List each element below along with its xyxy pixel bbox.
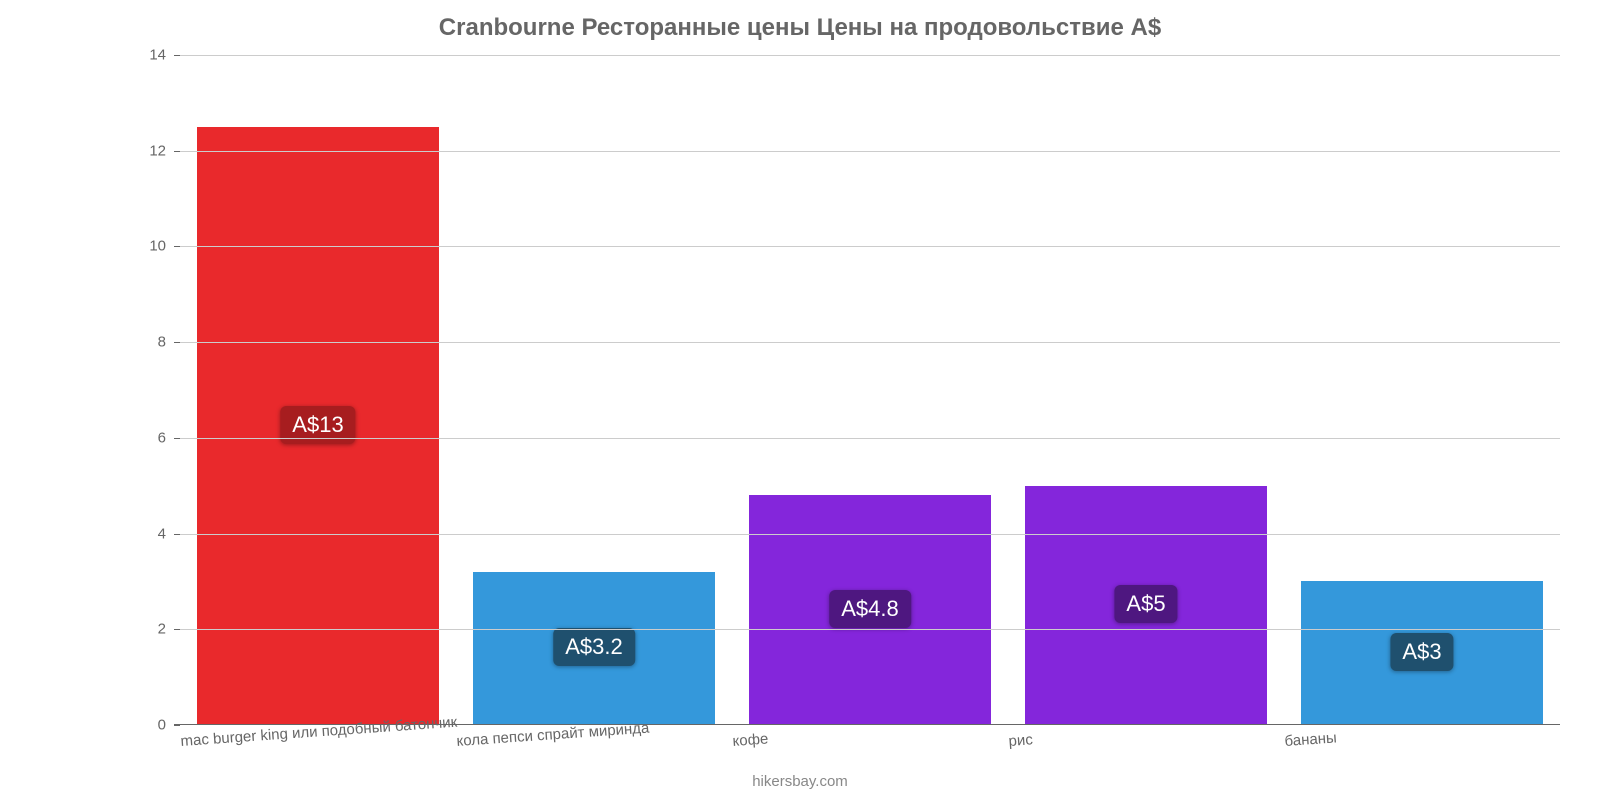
x-axis-label: кофе	[732, 731, 769, 750]
gridline	[180, 55, 1560, 56]
bar: A$13	[197, 127, 440, 725]
gridline	[180, 151, 1560, 152]
gridline	[180, 342, 1560, 343]
value-label: A$5	[1114, 585, 1177, 623]
y-tick-label: 4	[158, 525, 180, 542]
gridline	[180, 438, 1560, 439]
y-tick-label: 2	[158, 621, 180, 638]
bar-slot: A$13	[180, 55, 456, 725]
bar-chart: Cranbourne Ресторанные цены Цены на прод…	[0, 0, 1600, 800]
bar: A$5	[1025, 486, 1268, 725]
bar: A$4.8	[749, 495, 992, 725]
gridline	[180, 629, 1560, 630]
attribution-text: hikersbay.com	[0, 773, 1600, 790]
bar-slot: A$4.8	[732, 55, 1008, 725]
value-label: A$3	[1390, 633, 1453, 671]
value-label: A$3.2	[553, 628, 635, 666]
y-tick-label: 14	[149, 47, 180, 64]
bar-slot: A$3	[1284, 55, 1560, 725]
chart-title: Cranbourne Ресторанные цены Цены на прод…	[0, 14, 1600, 42]
y-tick-label: 8	[158, 334, 180, 351]
bar: A$3.2	[473, 572, 716, 725]
y-tick-label: 12	[149, 142, 180, 159]
gridline	[180, 534, 1560, 535]
bar: A$3	[1301, 581, 1544, 725]
value-label: A$4.8	[829, 590, 911, 628]
plot-area: A$13A$3.2A$4.8A$5A$3 02468101214	[180, 55, 1560, 725]
x-axis-label: бананы	[1284, 729, 1337, 750]
bar-slot: A$5	[1008, 55, 1284, 725]
y-tick-label: 10	[149, 238, 180, 255]
bar-slot: A$3.2	[456, 55, 732, 725]
y-tick-label: 6	[158, 429, 180, 446]
bars-container: A$13 A$3.2 A$4.8 A$5 A$3	[180, 55, 1560, 725]
gridline	[180, 246, 1560, 247]
x-axis-label: рис	[1008, 731, 1033, 750]
y-tick-label: 0	[158, 717, 180, 734]
